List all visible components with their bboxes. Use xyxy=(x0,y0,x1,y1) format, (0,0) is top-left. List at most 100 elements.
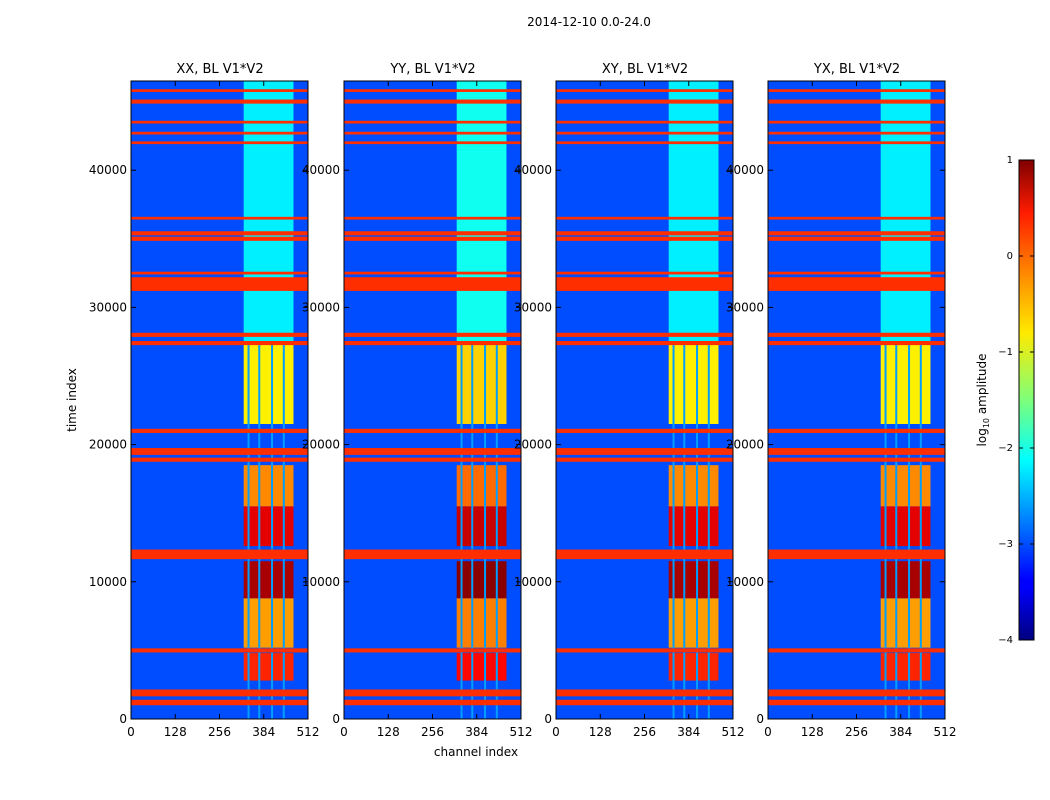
y-tick-label: 20000 xyxy=(89,438,127,452)
rfi-segment xyxy=(456,81,507,342)
heatmap-area xyxy=(344,81,521,719)
x-tick-label: 128 xyxy=(377,725,400,739)
flagged-row xyxy=(768,689,945,697)
rfi-segment xyxy=(880,598,931,648)
y-tick-label: 30000 xyxy=(726,300,764,314)
flagged-row xyxy=(768,89,945,92)
panel-yy: YY, BL V1*V2 0 128 256 384 512 0 10000 20000 300… xyxy=(302,62,533,739)
flagged-row xyxy=(344,689,521,697)
x-tick-label: 256 xyxy=(845,725,868,739)
x-tick-label: 0 xyxy=(340,725,348,739)
rfi-segment xyxy=(243,653,294,681)
x-tick-label: 128 xyxy=(589,725,612,739)
x-tick-label: 512 xyxy=(934,725,957,739)
x-tick-label: 384 xyxy=(677,725,700,739)
flagged-row xyxy=(344,332,521,337)
flagged-row xyxy=(768,549,945,560)
flagged-row xyxy=(768,231,945,236)
flagged-row xyxy=(344,131,521,135)
rfi-segment xyxy=(668,653,719,681)
flagged-row xyxy=(344,99,521,104)
x-tick-label: 256 xyxy=(633,725,656,739)
flagged-row xyxy=(768,131,945,135)
x-tick-label: 384 xyxy=(465,725,488,739)
rfi-segment xyxy=(668,561,719,599)
rfi-segment xyxy=(456,506,507,547)
flagged-row xyxy=(131,231,308,236)
flagged-row xyxy=(344,271,521,275)
colorbar-ticks: 1 0 −1 −2 −3 −4 xyxy=(998,155,1034,646)
flagged-row xyxy=(344,216,521,220)
rfi-subband-gap xyxy=(471,341,474,719)
rfi-segment xyxy=(668,81,719,342)
colorbar: 10−1−2−3−4 log10 amplitude xyxy=(975,155,1035,646)
rfi-subband-gap xyxy=(271,341,274,719)
rfi-subband-gap xyxy=(908,341,911,719)
flagged-row xyxy=(768,457,945,462)
flagged-row xyxy=(768,448,945,455)
flagged-row xyxy=(556,271,733,275)
flagged-row xyxy=(344,341,521,346)
y-axis-label: time index xyxy=(65,368,79,432)
y-tick-label: 30000 xyxy=(302,300,340,314)
panel-title: YY, BL V1*V2 xyxy=(389,62,475,77)
flagged-row xyxy=(768,216,945,220)
flagged-row xyxy=(556,141,733,145)
rfi-subband-gap xyxy=(696,341,699,719)
colorbar-tick-label: −4 xyxy=(998,635,1013,646)
flagged-row xyxy=(768,699,945,706)
flagged-row xyxy=(556,277,733,291)
rfi-segment xyxy=(668,341,719,425)
rfi-subband-gap xyxy=(484,341,487,719)
x-axis-label: channel index xyxy=(434,745,518,759)
flagged-row xyxy=(344,699,521,706)
rfi-segment xyxy=(668,465,719,507)
panel-yx: YX, BL V1*V2 0 128 256 384 512 0 10000 20000 300… xyxy=(726,62,957,739)
x-tick-label: 256 xyxy=(421,725,444,739)
rfi-segment xyxy=(880,341,931,425)
flagged-row xyxy=(131,89,308,92)
y-tick-label: 10000 xyxy=(514,575,552,589)
rfi-segment xyxy=(456,561,507,599)
flagged-row xyxy=(131,120,308,124)
panel-xx: XX, BL V1*V2 0 128 256 384 512 0 10000 20000 300… xyxy=(89,62,320,739)
rfi-subband-gap xyxy=(884,341,887,719)
panel-title: YX, BL V1*V2 xyxy=(813,62,900,77)
rfi-subband-gap xyxy=(247,341,250,719)
flagged-row xyxy=(131,216,308,220)
rfi-segment xyxy=(880,465,931,507)
flagged-row xyxy=(131,271,308,275)
flagged-row xyxy=(131,332,308,337)
x-tick-label: 0 xyxy=(552,725,560,739)
rfi-subband-gap xyxy=(258,341,261,719)
flagged-row xyxy=(344,231,521,236)
colorbar-tick-label: −1 xyxy=(998,347,1013,358)
rfi-segment xyxy=(243,598,294,648)
rfi-segment xyxy=(668,598,719,648)
rfi-segment xyxy=(456,598,507,648)
rfi-segment xyxy=(880,506,931,547)
flagged-row xyxy=(556,699,733,706)
rfi-segment xyxy=(243,341,294,425)
flagged-row xyxy=(344,448,521,455)
flagged-row xyxy=(556,549,733,560)
y-tick-label: 20000 xyxy=(726,438,764,452)
rfi-segment xyxy=(243,81,294,342)
y-tick-label: 10000 xyxy=(726,575,764,589)
rfi-segment xyxy=(243,561,294,599)
flagged-row xyxy=(556,648,733,653)
flagged-row xyxy=(131,648,308,653)
rfi-subband-gap xyxy=(460,341,463,719)
rfi-subband-gap xyxy=(683,341,686,719)
colorbar-label: log10 amplitude xyxy=(975,354,991,447)
flagged-row xyxy=(344,120,521,124)
rfi-subband-gap xyxy=(895,341,898,719)
heatmap-area xyxy=(131,81,308,719)
rfi-subband-gap xyxy=(919,341,922,719)
rfi-subband-gap xyxy=(495,341,498,719)
rfi-subband-gap xyxy=(707,341,710,719)
flagged-row xyxy=(131,457,308,462)
x-tick-label: 128 xyxy=(164,725,187,739)
y-tick-label: 40000 xyxy=(89,163,127,177)
